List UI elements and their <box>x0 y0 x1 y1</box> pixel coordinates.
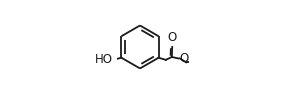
Text: HO: HO <box>94 53 113 66</box>
Text: O: O <box>179 52 188 65</box>
Text: O: O <box>167 31 177 44</box>
